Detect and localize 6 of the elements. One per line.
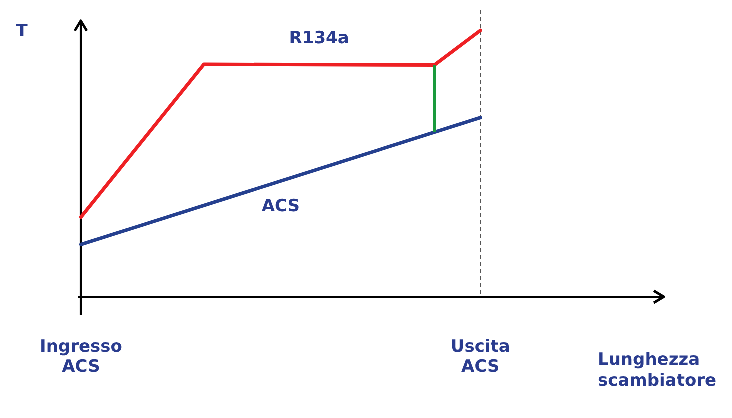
x-axis-title: Lunghezza scambiatore: [598, 350, 717, 391]
x-tick-label: Uscita ACS: [450, 336, 510, 378]
series-label: R134a: [289, 28, 350, 48]
x-tick-label: Ingresso ACS: [40, 336, 122, 378]
series-label: ACS: [262, 196, 300, 217]
y-axis-title: T: [16, 21, 28, 42]
